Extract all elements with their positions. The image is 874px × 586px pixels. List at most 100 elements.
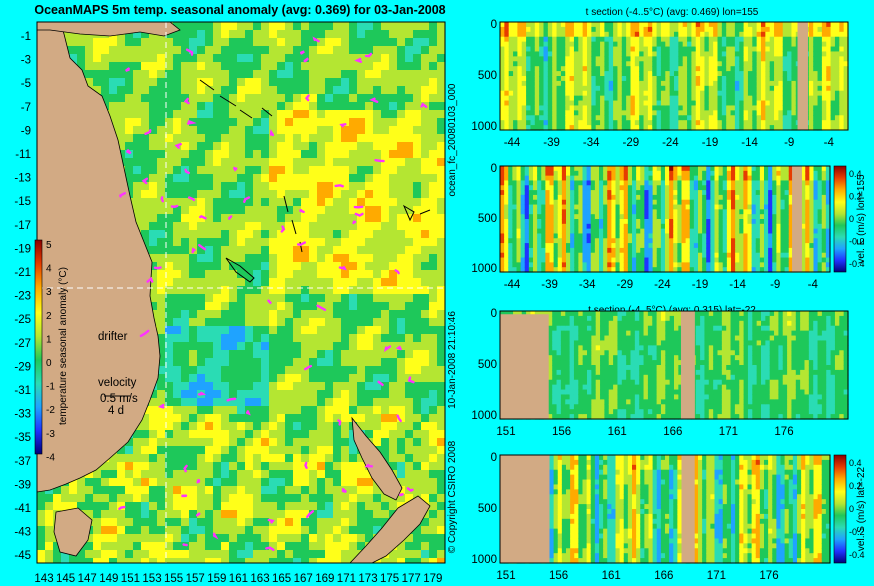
section-cell [695, 66, 701, 72]
map-cell [189, 502, 197, 510]
map-cell [341, 326, 349, 334]
section-cell [739, 80, 745, 87]
section-cell [665, 105, 671, 111]
section-cell [613, 125, 619, 131]
map-cell [405, 262, 413, 270]
section-cell [626, 26, 632, 33]
map-cell [285, 398, 293, 406]
map-cell [333, 494, 341, 502]
section-cell [517, 51, 523, 57]
section-cell [591, 56, 597, 62]
map-cell [149, 230, 157, 238]
map-cell [349, 166, 357, 174]
map-cell [317, 470, 325, 478]
section-cell [513, 71, 518, 77]
map-cell [277, 30, 285, 38]
section-cell [591, 36, 597, 43]
map-cell [357, 286, 365, 294]
section-cell [573, 56, 579, 62]
map-cell [205, 526, 213, 534]
map-cell [189, 86, 197, 94]
section-cell [556, 31, 562, 38]
map-cell [357, 46, 365, 54]
map-cell [197, 30, 205, 38]
section-cell [556, 125, 562, 131]
section-cell [604, 115, 610, 121]
map-cell [229, 326, 237, 334]
map-cell [205, 446, 213, 454]
map-cell [197, 46, 205, 54]
map-cell [429, 46, 437, 54]
section-cell [565, 66, 571, 72]
map-cell [205, 254, 213, 262]
map-cell [189, 206, 197, 214]
section-cell [500, 22, 505, 28]
section-cell [652, 120, 658, 126]
section-cell [769, 22, 775, 28]
map-cell [293, 262, 301, 270]
map-cell [125, 158, 133, 166]
map-cell [197, 62, 205, 70]
map-cell [397, 214, 405, 222]
section-cell [517, 120, 523, 126]
map-cell [189, 70, 197, 78]
map-cell [141, 550, 149, 558]
drifter-track [354, 212, 364, 217]
map-cell [381, 230, 389, 238]
map-cell [349, 190, 357, 198]
map-cell [253, 350, 261, 358]
section-cell [569, 41, 575, 48]
map-cell [149, 446, 157, 454]
section-cell [582, 61, 588, 67]
section-cell [600, 41, 605, 48]
section-cell [617, 110, 623, 116]
section-cell [643, 46, 649, 53]
map-cell [213, 46, 221, 54]
section-cell [674, 125, 679, 131]
section-cell [526, 71, 532, 77]
section-cell [761, 76, 766, 82]
section-cell [665, 120, 671, 126]
map-cell [357, 278, 365, 286]
map-cell [157, 382, 165, 390]
map-cell [133, 190, 141, 198]
map-cell [213, 478, 221, 486]
section-cell [739, 100, 745, 107]
map-cell [165, 134, 173, 142]
section-cell [656, 22, 662, 28]
map-cell [325, 262, 333, 270]
map-cell [213, 134, 221, 142]
map-cell [333, 126, 341, 134]
map-cell [205, 38, 213, 46]
section-cell [595, 105, 601, 111]
section-cell [643, 120, 649, 126]
section-cell [552, 66, 558, 72]
section-cell [613, 71, 619, 77]
map-cell [381, 358, 389, 366]
map-cell [189, 30, 197, 38]
section-cell [569, 31, 575, 38]
map-cell [205, 46, 213, 54]
map-cell [381, 342, 389, 350]
section-cell [695, 125, 701, 131]
map-cell [229, 366, 237, 374]
section-cell [639, 51, 645, 57]
map-cell [413, 238, 421, 246]
map-cell [293, 22, 301, 30]
section-cell [682, 41, 688, 48]
section-cell [669, 120, 675, 126]
drifter-track [153, 266, 162, 270]
map-cell [181, 126, 189, 134]
map-cell [317, 390, 325, 398]
section-cell [543, 61, 549, 67]
map-cell [381, 310, 389, 318]
map-cell [165, 422, 173, 430]
map-cell [181, 558, 189, 563]
new-zealand-north-land [351, 416, 403, 501]
section-cell [639, 76, 645, 82]
map-cell [261, 478, 269, 486]
section-cell [604, 66, 610, 72]
map-cell [125, 446, 133, 454]
map-cell [141, 126, 149, 134]
map-cell [213, 118, 221, 126]
